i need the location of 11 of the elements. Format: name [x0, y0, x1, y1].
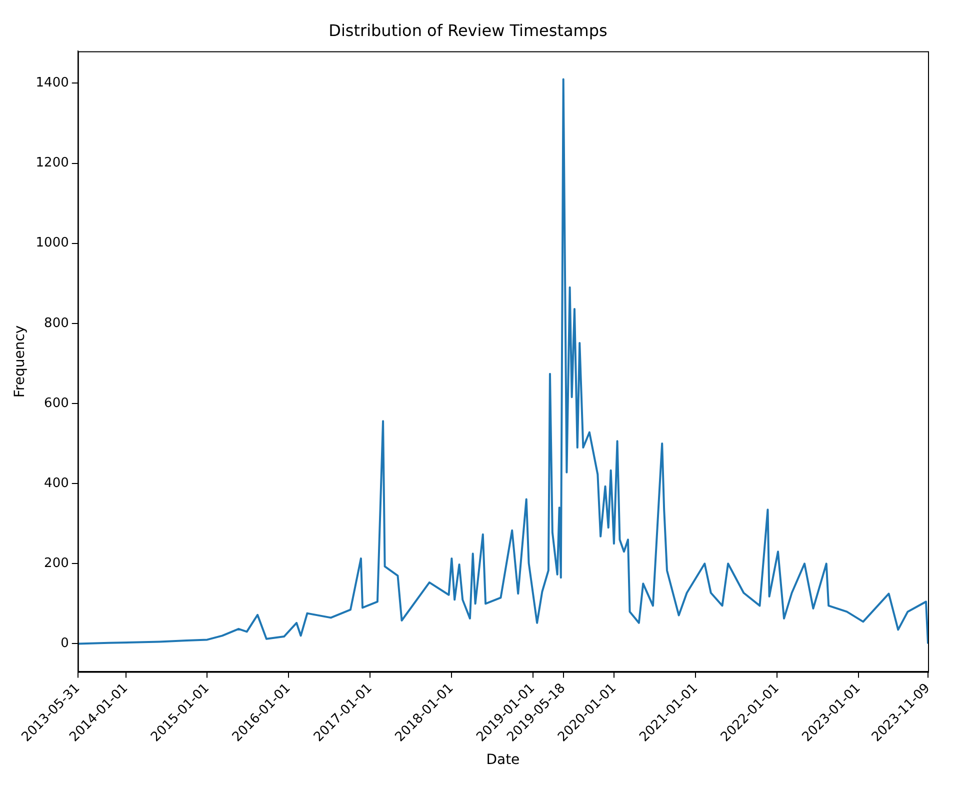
y-tick-label: 0	[60, 636, 69, 652]
y-tick-label: 1000	[36, 236, 69, 251]
y-tick-label: 400	[44, 476, 69, 491]
y-tick-label: 1200	[36, 156, 69, 171]
x-axis-title: Date	[486, 752, 520, 768]
y-tick-label: 200	[44, 556, 69, 572]
chart-title: Distribution of Review Timestamps	[328, 20, 608, 40]
y-tick-label: 1400	[36, 76, 69, 91]
y-axis-title: Frequency	[12, 325, 28, 398]
y-tick-label: 800	[44, 316, 69, 331]
y-tick-label: 600	[44, 396, 69, 411]
